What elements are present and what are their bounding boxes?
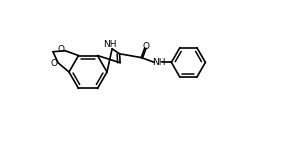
Text: O: O [51, 59, 58, 68]
Text: NH: NH [152, 58, 165, 67]
Text: O: O [142, 42, 149, 51]
Text: O: O [58, 45, 65, 54]
Text: NH: NH [103, 40, 117, 49]
